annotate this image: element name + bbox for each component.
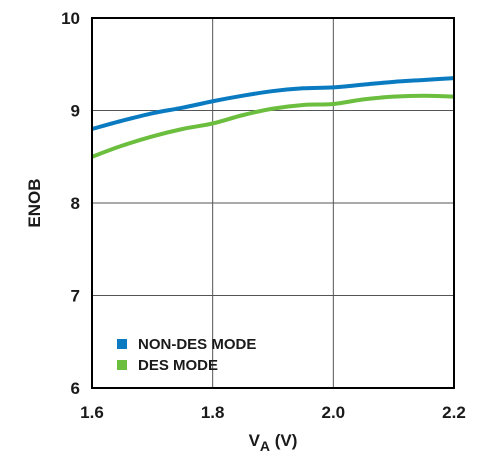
x-axis-title-unit: (V) <box>270 431 297 450</box>
x-axis-title-subscript: A <box>260 438 270 454</box>
y-tick-label: 6 <box>71 379 80 398</box>
series-line-non-des-mode <box>91 76 455 131</box>
x-tick-label: 2.2 <box>442 403 466 422</box>
series-line-des-mode <box>91 93 455 159</box>
x-tick-label: 1.6 <box>80 403 104 422</box>
y-tick-label: 9 <box>71 102 80 121</box>
x-tick-label: 2.0 <box>322 403 346 422</box>
legend-label-des-mode: DES MODE <box>138 357 218 374</box>
y-tick-label: 10 <box>61 9 80 28</box>
y-tick-label: 8 <box>71 194 80 213</box>
x-axis-title-main: V <box>249 431 261 450</box>
y-axis-title: ENOB <box>25 178 44 227</box>
grid <box>92 18 454 388</box>
x-tick-label: 1.8 <box>201 403 225 422</box>
y-tick-label: 7 <box>71 287 80 306</box>
plot-frame <box>91 17 455 389</box>
legend-swatch-non-des-mode <box>117 339 127 349</box>
tick-labels: 1.6 1.8 2.0 2.2 6 7 8 9 10 <box>61 9 466 422</box>
series-lines <box>91 76 455 159</box>
legend: NON-DES MODE DES MODE <box>117 336 256 374</box>
x-axis-title: VA (V) <box>249 431 298 454</box>
legend-swatch-des-mode <box>117 360 127 370</box>
legend-label-non-des-mode: NON-DES MODE <box>138 336 256 353</box>
